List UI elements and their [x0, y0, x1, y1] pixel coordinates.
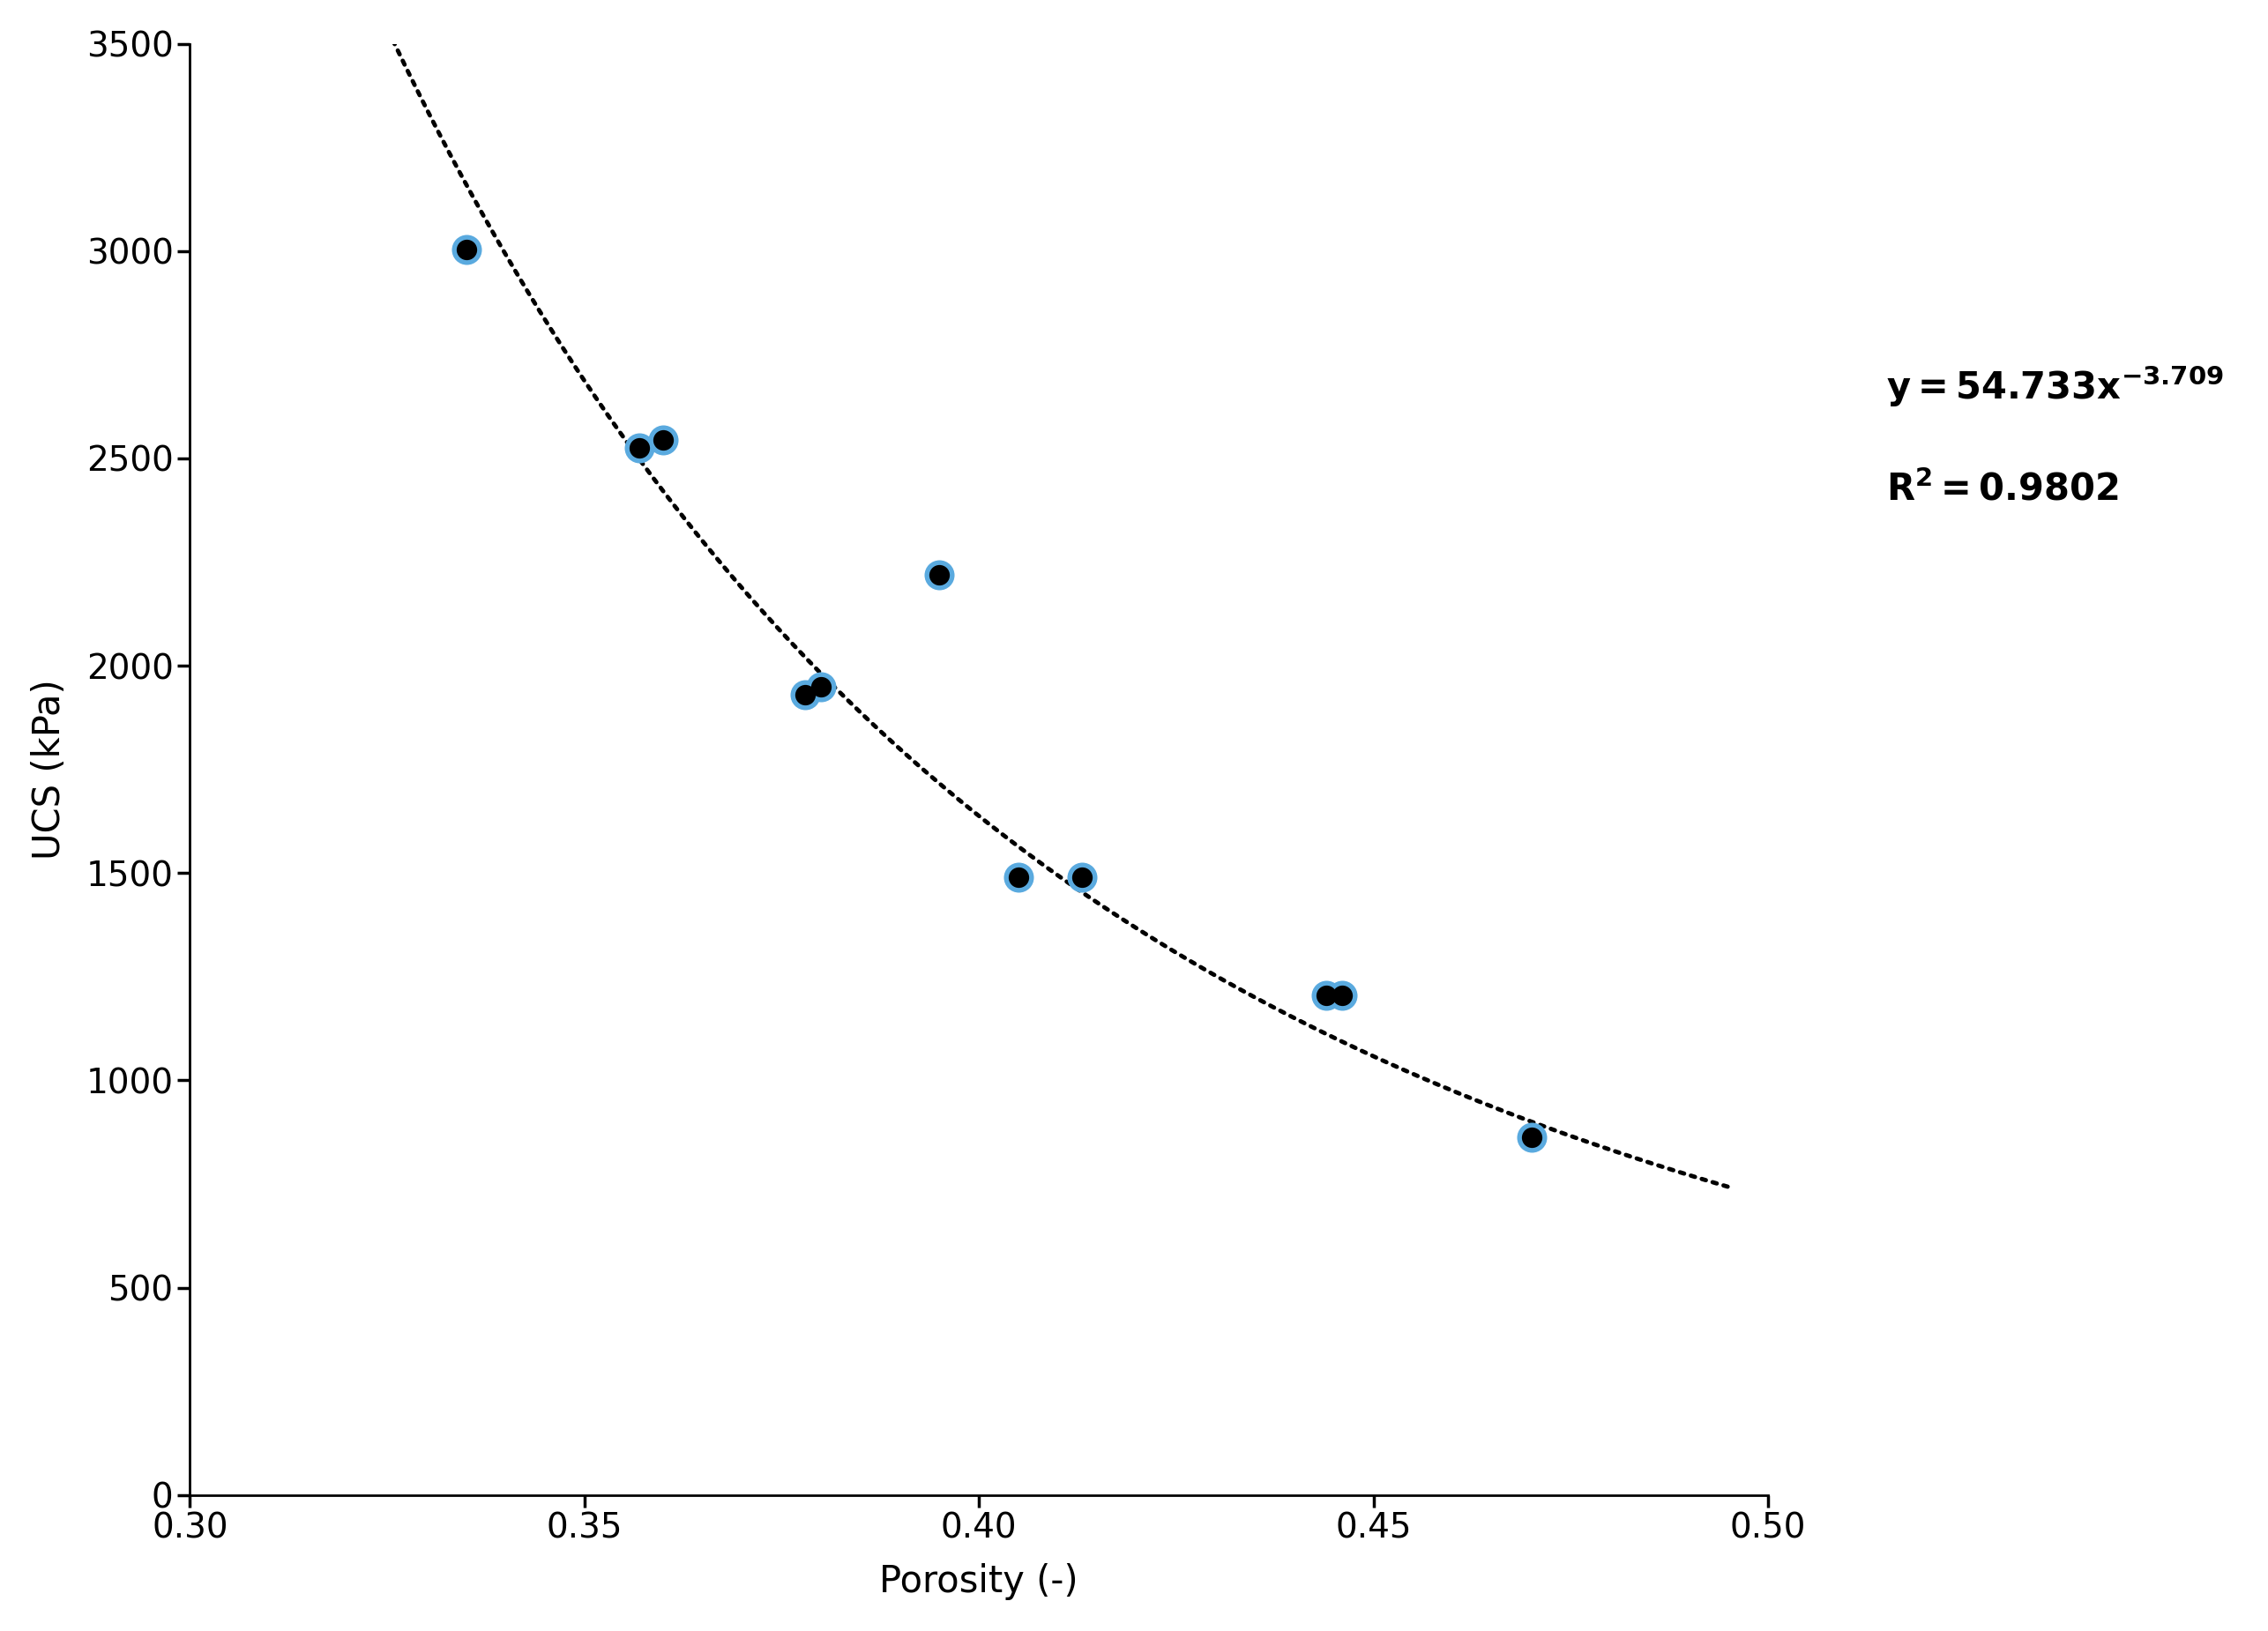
Text: $\mathbf{R^2 = 0.9802}$: $\mathbf{R^2 = 0.9802}$ [1887, 471, 2118, 509]
Point [921, 561, 957, 587]
Point [1513, 1124, 1549, 1150]
Point [1325, 982, 1361, 1008]
Point [921, 561, 957, 587]
Point [1000, 864, 1036, 891]
Point [787, 682, 823, 708]
Point [787, 682, 823, 708]
Point [621, 435, 658, 462]
Point [644, 427, 680, 453]
Point [1513, 1124, 1549, 1150]
Point [1000, 864, 1036, 891]
Point [803, 674, 839, 700]
Point [1309, 982, 1345, 1008]
Point [803, 674, 839, 700]
Point [1064, 864, 1100, 891]
Point [644, 427, 680, 453]
X-axis label: Porosity (-): Porosity (-) [880, 1564, 1080, 1600]
Point [621, 435, 658, 462]
Point [1309, 982, 1345, 1008]
Y-axis label: UCS (kPa): UCS (kPa) [32, 678, 68, 860]
Point [1064, 864, 1100, 891]
Point [449, 236, 485, 263]
Point [1325, 982, 1361, 1008]
Text: $\mathbf{y = 54.733x^{-3.709}}$: $\mathbf{y = 54.733x^{-3.709}}$ [1887, 364, 2225, 409]
Point [449, 236, 485, 263]
